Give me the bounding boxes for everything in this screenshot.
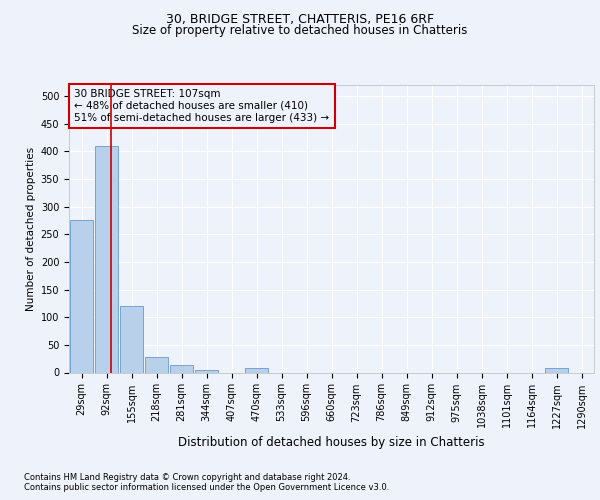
Text: Contains public sector information licensed under the Open Government Licence v3: Contains public sector information licen…: [24, 482, 389, 492]
Text: 30 BRIDGE STREET: 107sqm
← 48% of detached houses are smaller (410)
51% of semi-: 30 BRIDGE STREET: 107sqm ← 48% of detach…: [74, 90, 329, 122]
Bar: [195, 370, 218, 372]
Text: Contains HM Land Registry data © Crown copyright and database right 2024.: Contains HM Land Registry data © Crown c…: [24, 472, 350, 482]
Bar: [170, 365, 193, 372]
Bar: [145, 357, 168, 372]
Bar: [545, 368, 568, 372]
Bar: [120, 306, 143, 372]
X-axis label: Distribution of detached houses by size in Chatteris: Distribution of detached houses by size …: [178, 436, 485, 449]
Bar: [245, 368, 268, 372]
Y-axis label: Number of detached properties: Number of detached properties: [26, 146, 37, 311]
Bar: [70, 220, 93, 372]
Text: 30, BRIDGE STREET, CHATTERIS, PE16 6RF: 30, BRIDGE STREET, CHATTERIS, PE16 6RF: [166, 12, 434, 26]
Text: Size of property relative to detached houses in Chatteris: Size of property relative to detached ho…: [133, 24, 467, 37]
Bar: [95, 146, 118, 372]
